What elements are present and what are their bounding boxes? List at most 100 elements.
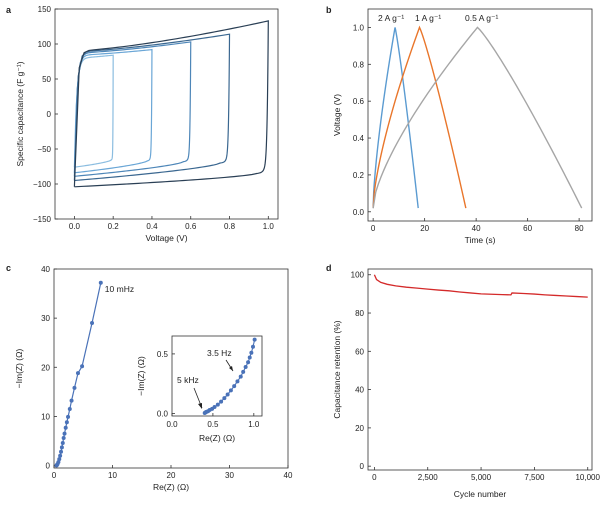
inset-nyquist-point — [212, 405, 217, 410]
y-tick-label: 100 — [351, 271, 365, 280]
x-axis-label: Voltage (V) — [145, 233, 187, 243]
x-tick-label: 0.6 — [185, 222, 197, 231]
x-tick-label: 0.0 — [69, 222, 81, 231]
y-axis-label: −Im(Z) (Ω) — [14, 349, 24, 389]
cv-curve-series — [73, 54, 114, 168]
inset-nyquist-point — [251, 344, 255, 349]
nyquist-point — [59, 445, 64, 450]
current-density-label: 2 A g⁻¹ — [378, 13, 404, 23]
y-tick-label: 50 — [42, 75, 51, 84]
panel-d-cycling-retention: 0 2,500 5,000 7,500 10,000 0 20 40 60 80 100 Cycle … — [332, 268, 600, 499]
y-tick-label: 20 — [41, 363, 50, 372]
y-tick-label: 0.8 — [353, 60, 365, 69]
inset-y-tick-label: 0.5 — [157, 350, 169, 359]
frequency-label-10mhz: 10 mHz — [105, 284, 134, 294]
x-tick-label: 10,000 — [575, 473, 600, 482]
x-axis-label: Time (s) — [465, 235, 496, 245]
y-axis-label: Specific capacitance (F g⁻¹) — [15, 61, 25, 166]
inset-nyquist-point — [252, 337, 257, 342]
x-tick-label: 0.4 — [146, 222, 158, 231]
inset-nyquist-point — [247, 355, 252, 360]
nyquist-point — [90, 321, 95, 326]
cv-curve-series — [73, 33, 231, 182]
x-tick-label: 0 — [372, 473, 377, 482]
nyquist-point — [75, 371, 80, 376]
y-tick-label: 1.0 — [353, 23, 365, 32]
y-tick-label: 20 — [355, 424, 364, 433]
y-tick-label: 0 — [360, 462, 365, 471]
frequency-label-3-5hz: 3.5 Hz — [207, 348, 232, 358]
inset-nyquist-point — [246, 360, 251, 365]
nyquist-point — [69, 398, 74, 403]
nyquist-point — [62, 431, 67, 436]
panel-c-nyquist-plot: 0 10 20 30 40 0 10 20 30 40 Re(Z) (Ω) −Im(Z) (Ω) 10 … — [14, 265, 293, 492]
x-tick-label: 7,500 — [524, 473, 545, 482]
nyquist-point — [57, 457, 62, 462]
inset-x-tick-label: 1.0 — [248, 420, 260, 429]
nyquist-point — [66, 414, 71, 419]
x-tick-label: 0.8 — [224, 222, 236, 231]
y-tick-label: 40 — [41, 265, 50, 274]
y-tick-label: 100 — [38, 40, 52, 49]
nyquist-point — [59, 449, 64, 454]
x-tick-label: 5,000 — [471, 473, 492, 482]
nyquist-point — [80, 364, 85, 369]
plot-frame — [367, 268, 593, 471]
y-tick-label: 60 — [355, 347, 364, 356]
x-tick-label: 60 — [523, 224, 532, 233]
y-tick-label: 0.2 — [353, 171, 365, 180]
inset-nyquist-point — [232, 384, 237, 389]
cv-curve-series — [73, 20, 269, 188]
y-tick-label: 0.0 — [353, 208, 365, 217]
charge-discharge-series — [372, 25, 467, 209]
x-tick-label: 0 — [371, 224, 376, 233]
y-tick-label: 0.4 — [353, 134, 365, 143]
y-tick-label: 40 — [355, 386, 364, 395]
x-tick-label: 0.2 — [108, 222, 120, 231]
inset-nyquist-point — [238, 374, 243, 379]
y-axis-label: Voltage (V) — [332, 94, 342, 136]
inset-nyquist-point — [225, 392, 230, 397]
x-tick-label: 40 — [284, 471, 293, 480]
x-tick-label: 30 — [225, 471, 234, 480]
inset-nyquist-point — [222, 396, 227, 401]
y-tick-label: 0 — [46, 462, 51, 471]
nyquist-point — [60, 440, 65, 445]
inset-nyquist-point — [235, 379, 240, 384]
annotation-arrowhead-3-5hz — [229, 366, 233, 371]
nyquist-point — [58, 453, 63, 458]
x-tick-label: 40 — [472, 224, 481, 233]
y-tick-label: 0 — [47, 110, 52, 119]
y-tick-label: 10 — [41, 412, 50, 421]
x-tick-label: 10 — [108, 471, 117, 480]
nyquist-point — [72, 385, 77, 390]
panel-b-charge-discharge: 0 20 40 60 80 0.0 0.2 0.4 0.6 0.8 1.0 Time (s) Volta… — [332, 8, 593, 245]
x-tick-label: 1.0 — [263, 222, 275, 231]
x-tick-label: 80 — [575, 224, 584, 233]
annotation-arrowhead-5khz — [198, 403, 202, 409]
inset-nyquist-point — [243, 365, 248, 370]
inset-x-tick-label: 0.5 — [207, 420, 219, 429]
y-tick-label: 30 — [41, 314, 50, 323]
x-axis-label: Cycle number — [454, 489, 507, 499]
x-tick-label: 2,500 — [418, 473, 439, 482]
inset-y-axis-label: −Im(Z) (Ω) — [136, 356, 146, 396]
x-tick-label: 0 — [52, 471, 57, 480]
inset-nyquist-point — [219, 399, 224, 404]
nyquist-point — [63, 425, 68, 430]
nyquist-point — [67, 407, 72, 412]
inset-x-axis-label: Re(Z) (Ω) — [199, 433, 235, 443]
y-tick-label: −50 — [37, 145, 51, 154]
cv-curve-series — [73, 41, 192, 177]
inset-nyquist-point — [215, 402, 220, 407]
inset-nyquist-point — [241, 369, 246, 374]
inset-nyquist-point — [228, 388, 233, 393]
inset-frame — [171, 335, 263, 417]
x-tick-label: 20 — [167, 471, 176, 480]
y-tick-label: 80 — [355, 309, 364, 318]
inset-y-tick-label: 0.0 — [157, 410, 169, 419]
charge-discharge-series — [372, 27, 419, 209]
frequency-label-5khz: 5 kHz — [177, 375, 199, 385]
panel-letter-b: b — [326, 5, 332, 15]
